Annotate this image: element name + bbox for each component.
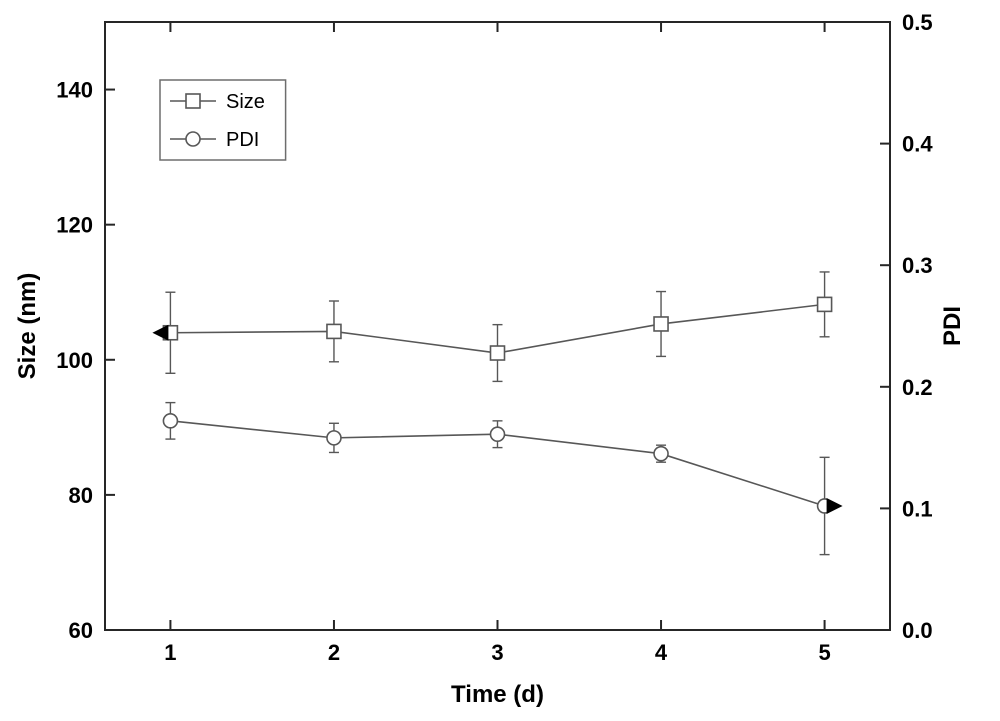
x-tick-label: 4 (655, 640, 668, 665)
y-right-axis-label: PDI (939, 306, 966, 346)
y-right-tick-label: 0.4 (902, 132, 933, 157)
y-left-tick-label: 100 (56, 348, 93, 373)
x-tick-label: 2 (328, 640, 340, 665)
x-axis-label: Time (d) (451, 681, 544, 708)
y-right-tick-label: 0.1 (902, 496, 933, 521)
y-left-tick-label: 60 (69, 618, 93, 643)
legend: Size PDI (160, 80, 286, 160)
y-left-axis-label: Size (nm) (14, 273, 41, 380)
x-tick-label: 1 (164, 640, 176, 665)
legend-label-pdi: PDI (226, 129, 259, 151)
y-right-tick-label: 0.5 (902, 10, 933, 35)
chart-container: 1 2 3 4 5 Time (d) 60 80 100 120 140 Size (nm) 0.0 0.… (0, 0, 1000, 721)
dual-axis-line-chart: 1 2 3 4 5 Time (d) 60 80 100 120 140 Size (nm) 0.0 0.… (0, 0, 1000, 721)
y-left-tick-label: 80 (69, 483, 93, 508)
y-right-tick-label: 0.2 (902, 375, 933, 400)
x-tick-label: 5 (818, 640, 830, 665)
legend-label-size: Size (226, 91, 265, 113)
x-tick-label: 3 (491, 640, 503, 665)
y-left-tick-label: 140 (56, 78, 93, 103)
y-right-tick-label: 0.0 (902, 618, 933, 643)
y-right-tick-label: 0.3 (902, 253, 933, 278)
y-left-tick-label: 120 (56, 213, 93, 238)
